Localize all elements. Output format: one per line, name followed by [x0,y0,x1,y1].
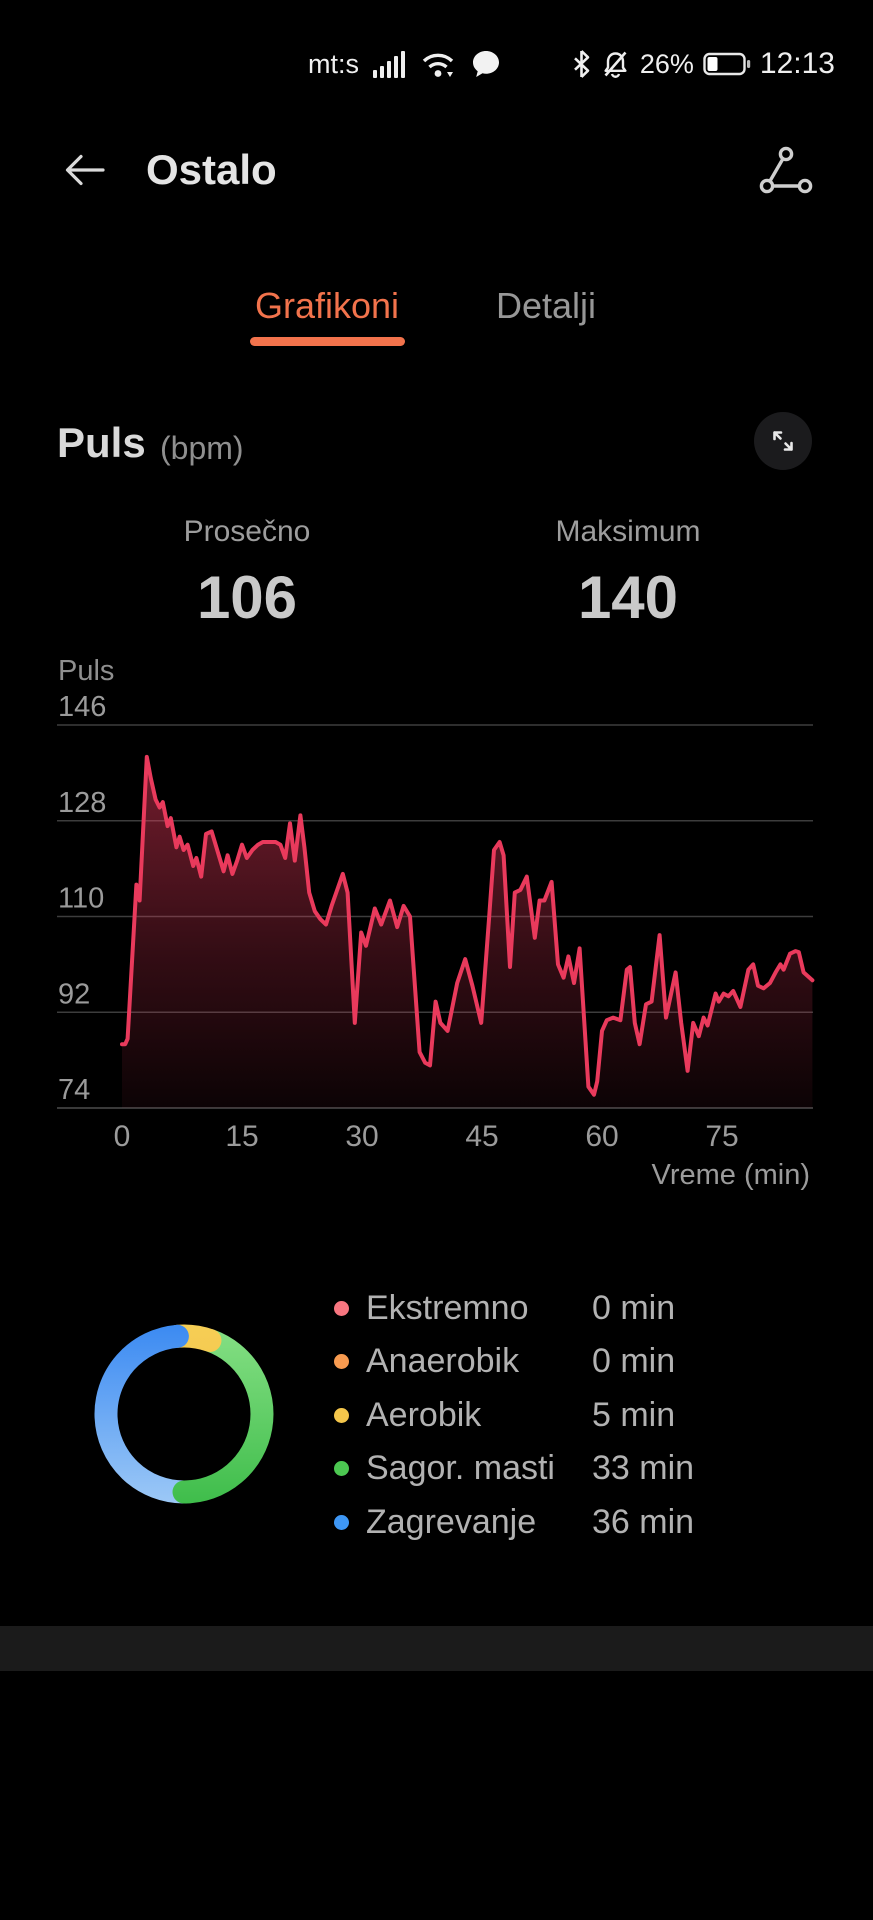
clock-label: 12:13 [759,47,835,80]
heart-rate-area-fill [122,756,813,1108]
y-tick-110: 110 [58,883,104,915]
legend-row-anaerobik: Anaerobik 0 min [334,1339,754,1385]
status-bar-center: mt:s [308,44,501,84]
legend-dot [334,1514,349,1530]
bottom-divider-bar [0,1626,873,1671]
back-button[interactable] [58,150,110,190]
section-unit: (bpm) [160,430,244,466]
signal-strength-icon [373,51,405,78]
expand-icon [773,431,793,451]
donut-arc-sagor-masti [172,1328,274,1504]
carrier-label: mt:s [308,48,359,79]
y-tick-74: 74 [58,1074,90,1106]
x-tick-15: 15 [225,1120,258,1153]
stat-average: Prosečno 106 [97,515,397,632]
expand-chart-button[interactable] [754,412,812,470]
legend-value: 0 min [592,1288,676,1327]
y-tick-128: 128 [58,787,106,819]
chart-y-axis-title: Puls [58,655,114,687]
legend-value: 5 min [592,1395,676,1434]
legend-row-sagor-masti: Sagor. masti 33 min [334,1446,754,1492]
y-tick-92: 92 [58,978,90,1010]
legend-dot [334,1407,349,1423]
donut-arc-zagrevanje [94,1324,196,1504]
x-tick-0: 0 [114,1120,131,1153]
y-tick-146: 146 [58,691,106,723]
stat-maximum-value: 140 [577,564,679,631]
stat-maximum: Maksimum 140 [478,515,778,632]
section-title: Puls [57,419,146,466]
heart-rate-zones-donut [94,1324,274,1504]
tab-detalji[interactable]: Detalji [495,285,597,326]
legend-row-ekstremno: Ekstremno 0 min [334,1285,754,1331]
share-button[interactable] [756,144,816,196]
tab-grafikoni[interactable]: Grafikoni [254,285,400,326]
stat-average-label: Prosečno [183,515,311,548]
legend-label: Sagor. masti [366,1449,555,1487]
legend-value: 33 min [592,1449,695,1487]
legend-label: Ekstremno [366,1288,529,1327]
stat-maximum-label: Maksimum [555,515,701,548]
arrow-left-icon [65,154,105,186]
active-tab-underline [250,337,405,346]
legend-dot [334,1461,349,1476]
battery-icon [703,52,751,76]
x-tick-45: 45 [465,1120,498,1153]
sms-message-icon [473,51,499,77]
heart-rate-line [120,754,815,1097]
share-nodes-icon [759,146,813,194]
bluetooth-icon [573,50,590,78]
legend-label: Zagrevanje [366,1502,537,1541]
notifications-off-icon [604,51,627,78]
x-tick-30: 30 [345,1120,378,1153]
legend-value: 36 min [592,1502,695,1541]
legend-row-aerobik: Aerobik 5 min [334,1392,754,1438]
status-bar-right: 26% 12:13 [572,44,835,84]
wifi-icon [422,53,454,77]
chart-x-axis-title: Vreme (min) [652,1159,810,1191]
legend-value: 0 min [592,1342,676,1380]
battery-percent-label: 26% [639,48,694,79]
x-tick-75: 75 [705,1120,738,1153]
legend-row-zagrevanje: Zagrevanje 36 min [334,1499,754,1545]
page-title: Ostalo [146,146,277,193]
heart-rate-chart[interactable]: 146 128 110 92 74 Puls 0 15 30 45 60 75 Vreme (min) [0,640,873,1200]
legend-label: Aerobik [366,1395,482,1434]
legend-dot [334,1354,349,1369]
x-tick-60: 60 [585,1120,618,1153]
legend-label: Anaerobik [366,1342,520,1380]
legend-dot [334,1300,349,1316]
stat-average-value: 106 [196,564,298,631]
